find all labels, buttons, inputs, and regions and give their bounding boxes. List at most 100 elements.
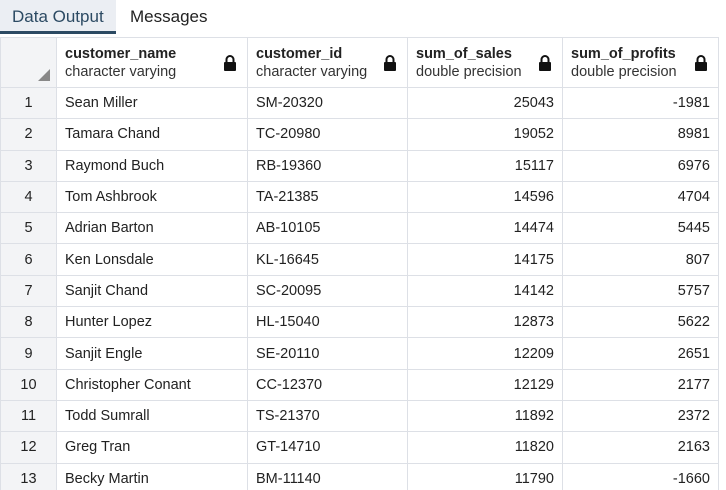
table-row[interactable]: 1 Sean Miller SM-20320 25043 -1981 bbox=[0, 86, 719, 120]
column-name: sum_of_sales bbox=[416, 45, 512, 62]
cell-sum-of-profits[interactable]: 5757 bbox=[562, 274, 719, 308]
select-all-corner[interactable] bbox=[0, 37, 57, 88]
row-number[interactable]: 11 bbox=[0, 399, 57, 433]
table-row[interactable]: 9 Sanjit Engle SE-20110 12209 2651 bbox=[0, 337, 719, 370]
cell-customer-id[interactable]: SC-20095 bbox=[247, 274, 408, 308]
table-row[interactable]: 13 Becky Martin BM-11140 11790 -1660 bbox=[0, 462, 719, 490]
table-row[interactable]: 4 Tom Ashbrook TA-21385 14596 4704 bbox=[0, 180, 719, 214]
cell-sum-of-sales[interactable]: 12209 bbox=[407, 337, 563, 370]
cell-customer-id[interactable]: SM-20320 bbox=[247, 86, 408, 120]
lock-icon bbox=[695, 55, 707, 71]
table-row[interactable]: 7 Sanjit Chand SC-20095 14142 5757 bbox=[0, 274, 719, 308]
table-row[interactable]: 3 Raymond Buch RB-19360 15117 6976 bbox=[0, 149, 719, 182]
cell-sum-of-sales[interactable]: 15117 bbox=[407, 149, 563, 182]
cell-customer-id[interactable]: TC-20980 bbox=[247, 118, 408, 151]
row-number[interactable]: 12 bbox=[0, 431, 57, 464]
cell-customer-name[interactable]: Sean Miller bbox=[56, 86, 248, 120]
column-header-customer-id[interactable]: customer_id character varying bbox=[247, 37, 408, 88]
cell-customer-id[interactable]: RB-19360 bbox=[247, 149, 408, 182]
cell-sum-of-sales[interactable]: 14142 bbox=[407, 274, 563, 308]
results-tabbar: Data Output Messages bbox=[0, 0, 726, 36]
column-type: character varying bbox=[65, 63, 177, 80]
table-row[interactable]: 5 Adrian Barton AB-10105 14474 5445 bbox=[0, 212, 719, 245]
lock-icon bbox=[224, 55, 236, 71]
row-number[interactable]: 6 bbox=[0, 243, 57, 276]
row-number[interactable]: 3 bbox=[0, 149, 57, 182]
cell-customer-name[interactable]: Becky Martin bbox=[56, 462, 248, 490]
cell-sum-of-profits[interactable]: -1981 bbox=[562, 86, 719, 120]
grid-body: 1 Sean Miller SM-20320 25043 -1981 2 Tamara C… bbox=[0, 86, 719, 490]
cell-sum-of-profits[interactable]: -1660 bbox=[562, 462, 719, 490]
cell-customer-id[interactable]: HL-15040 bbox=[247, 306, 408, 339]
cell-customer-name[interactable]: Tamara Chand bbox=[56, 118, 248, 151]
cell-customer-id[interactable]: TA-21385 bbox=[247, 180, 408, 214]
row-number[interactable]: 13 bbox=[0, 462, 57, 490]
cell-sum-of-profits[interactable]: 6976 bbox=[562, 149, 719, 182]
cell-sum-of-sales[interactable]: 14175 bbox=[407, 243, 563, 276]
cell-sum-of-profits[interactable]: 8981 bbox=[562, 118, 719, 151]
cell-customer-id[interactable]: GT-14710 bbox=[247, 431, 408, 464]
select-all-icon[interactable] bbox=[38, 69, 50, 81]
cell-sum-of-profits[interactable]: 2372 bbox=[562, 399, 719, 433]
cell-customer-id[interactable]: KL-16645 bbox=[247, 243, 408, 276]
tab-data-output[interactable]: Data Output bbox=[0, 0, 116, 34]
cell-sum-of-sales[interactable]: 14474 bbox=[407, 212, 563, 245]
cell-customer-name[interactable]: Greg Tran bbox=[56, 431, 248, 464]
cell-customer-id[interactable]: CC-12370 bbox=[247, 368, 408, 401]
table-row[interactable]: 12 Greg Tran GT-14710 11820 2163 bbox=[0, 431, 719, 464]
cell-customer-name[interactable]: Christopher Conant bbox=[56, 368, 248, 401]
cell-sum-of-sales[interactable]: 25043 bbox=[407, 86, 563, 120]
lock-icon bbox=[384, 55, 396, 71]
cell-sum-of-sales[interactable]: 19052 bbox=[407, 118, 563, 151]
table-row[interactable]: 10 Christopher Conant CC-12370 12129 2177 bbox=[0, 368, 719, 401]
column-type: double precision bbox=[416, 63, 522, 80]
table-row[interactable]: 2 Tamara Chand TC-20980 19052 8981 bbox=[0, 118, 719, 151]
column-header-sum-of-sales[interactable]: sum_of_sales double precision bbox=[407, 37, 563, 88]
cell-customer-name[interactable]: Tom Ashbrook bbox=[56, 180, 248, 214]
cell-sum-of-sales[interactable]: 11892 bbox=[407, 399, 563, 433]
cell-sum-of-profits[interactable]: 5445 bbox=[562, 212, 719, 245]
cell-customer-name[interactable]: Hunter Lopez bbox=[56, 306, 248, 339]
cell-sum-of-sales[interactable]: 11790 bbox=[407, 462, 563, 490]
cell-customer-name[interactable]: Sanjit Chand bbox=[56, 274, 248, 308]
cell-customer-name[interactable]: Raymond Buch bbox=[56, 149, 248, 182]
column-header-customer-name[interactable]: customer_name character varying bbox=[56, 37, 248, 88]
cell-customer-id[interactable]: SE-20110 bbox=[247, 337, 408, 370]
cell-sum-of-sales[interactable]: 12129 bbox=[407, 368, 563, 401]
cell-customer-name[interactable]: Todd Sumrall bbox=[56, 399, 248, 433]
cell-sum-of-sales[interactable]: 11820 bbox=[407, 431, 563, 464]
cell-sum-of-profits[interactable]: 4704 bbox=[562, 180, 719, 214]
table-row[interactable]: 11 Todd Sumrall TS-21370 11892 2372 bbox=[0, 399, 719, 433]
cell-customer-name[interactable]: Sanjit Engle bbox=[56, 337, 248, 370]
table-row[interactable]: 8 Hunter Lopez HL-15040 12873 5622 bbox=[0, 306, 719, 339]
cell-customer-name[interactable]: Adrian Barton bbox=[56, 212, 248, 245]
row-number[interactable]: 7 bbox=[0, 274, 57, 308]
row-number[interactable]: 5 bbox=[0, 212, 57, 245]
row-number[interactable]: 9 bbox=[0, 337, 57, 370]
column-header-sum-of-profits[interactable]: sum_of_profits double precision bbox=[562, 37, 719, 88]
column-name: sum_of_profits bbox=[571, 45, 676, 62]
tab-messages[interactable]: Messages bbox=[130, 7, 208, 26]
column-name: customer_name bbox=[65, 45, 177, 62]
cell-customer-name[interactable]: Ken Lonsdale bbox=[56, 243, 248, 276]
cell-customer-id[interactable]: BM-11140 bbox=[247, 462, 408, 490]
header-row: customer_name character varying customer… bbox=[0, 37, 719, 88]
cell-sum-of-sales[interactable]: 12873 bbox=[407, 306, 563, 339]
data-grid: customer_name character varying customer… bbox=[0, 37, 726, 490]
column-type: character varying bbox=[256, 63, 368, 80]
cell-sum-of-profits[interactable]: 2177 bbox=[562, 368, 719, 401]
cell-sum-of-profits[interactable]: 5622 bbox=[562, 306, 719, 339]
cell-sum-of-profits[interactable]: 807 bbox=[562, 243, 719, 276]
row-number[interactable]: 1 bbox=[0, 86, 57, 120]
row-number[interactable]: 4 bbox=[0, 180, 57, 214]
cell-customer-id[interactable]: AB-10105 bbox=[247, 212, 408, 245]
cell-customer-id[interactable]: TS-21370 bbox=[247, 399, 408, 433]
cell-sum-of-profits[interactable]: 2651 bbox=[562, 337, 719, 370]
cell-sum-of-profits[interactable]: 2163 bbox=[562, 431, 719, 464]
row-number[interactable]: 8 bbox=[0, 306, 57, 339]
results-table: customer_name character varying customer… bbox=[0, 37, 719, 490]
row-number[interactable]: 2 bbox=[0, 118, 57, 151]
cell-sum-of-sales[interactable]: 14596 bbox=[407, 180, 563, 214]
row-number[interactable]: 10 bbox=[0, 368, 57, 401]
table-row[interactable]: 6 Ken Lonsdale KL-16645 14175 807 bbox=[0, 243, 719, 276]
